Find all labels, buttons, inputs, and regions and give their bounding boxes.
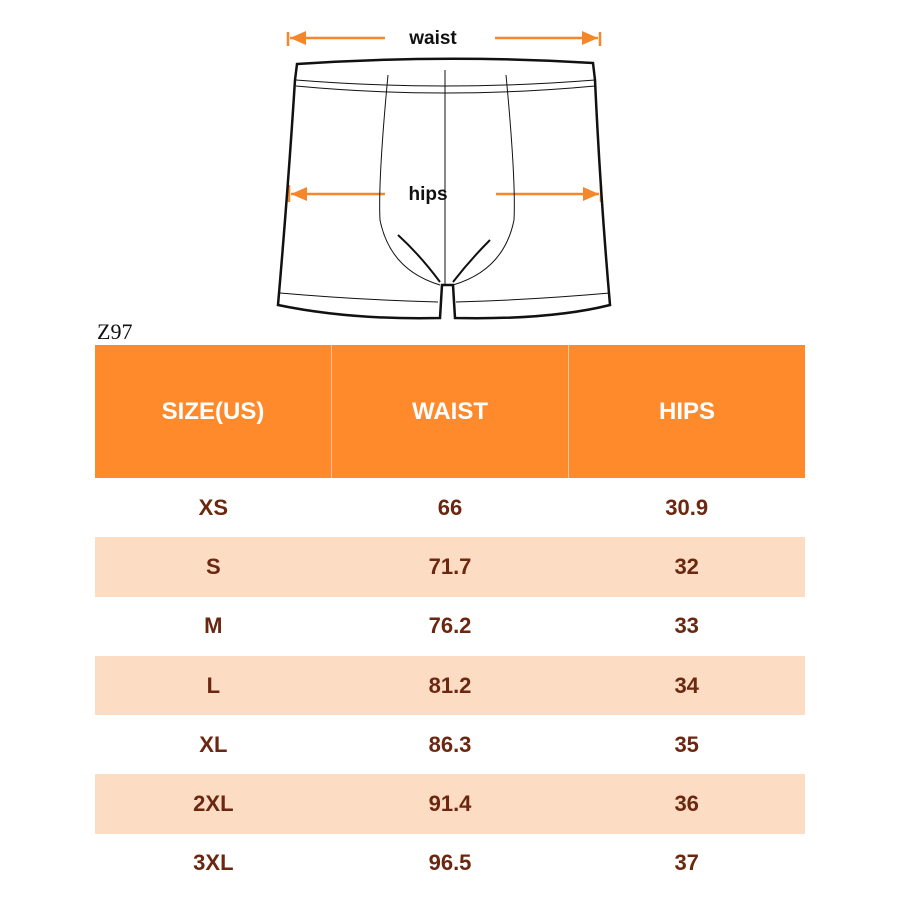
cell-size: S — [205, 553, 221, 579]
table-row: XS 66 30.9 — [95, 478, 805, 537]
cell-size: XL — [199, 731, 228, 757]
cell-waist: 86.3 — [428, 731, 472, 757]
table-row: L 81.2 34 — [95, 655, 805, 716]
table-row: M 76.2 33 — [95, 597, 805, 656]
waist-arrow — [286, 31, 602, 46]
product-code: Z97 — [97, 319, 133, 344]
boxer-outline — [276, 57, 612, 320]
header-hips: HIPS — [658, 397, 715, 425]
size-chart-table: SIZE(US) WAIST HIPS XS 66 30.9 S 71.7 32 M 76… — [95, 345, 805, 893]
table-row: 2XL 91.4 36 — [95, 774, 805, 834]
cell-size: M — [204, 613, 223, 639]
cell-hips: 33 — [674, 613, 699, 639]
cell-waist: 71.7 — [428, 553, 472, 579]
header-size: SIZE(US) — [95, 345, 332, 478]
cell-hips: 30.9 — [665, 494, 709, 520]
cell-hips: 37 — [674, 850, 699, 876]
cell-waist: 66 — [437, 494, 463, 520]
boxer-brief-diagram: waist hips — [276, 28, 612, 320]
header-waist: WAIST — [332, 345, 569, 478]
cell-hips: 32 — [674, 553, 699, 579]
cell-waist: 96.5 — [428, 850, 472, 876]
cell-size: 3XL — [193, 850, 234, 876]
cell-hips: 36 — [674, 791, 699, 817]
cell-hips: 34 — [674, 672, 699, 698]
cell-waist: 76.2 — [428, 613, 472, 639]
waist-label: waist — [408, 28, 457, 49]
hips-label: hips — [408, 184, 447, 205]
table-row: S 71.7 32 — [95, 537, 805, 597]
cell-hips: 35 — [674, 731, 699, 757]
cell-size: 2XL — [193, 791, 234, 817]
table-header: SIZE(US) WAIST HIPS — [95, 345, 805, 478]
table-row: XL 86.3 35 — [95, 715, 805, 774]
cell-waist: 81.2 — [428, 672, 472, 698]
cell-size: L — [206, 672, 221, 698]
hips-arrow — [287, 185, 603, 202]
table-row: 3XL 96.5 37 — [95, 834, 805, 893]
cell-size: XS — [198, 494, 229, 520]
cell-waist: 91.4 — [428, 791, 472, 817]
